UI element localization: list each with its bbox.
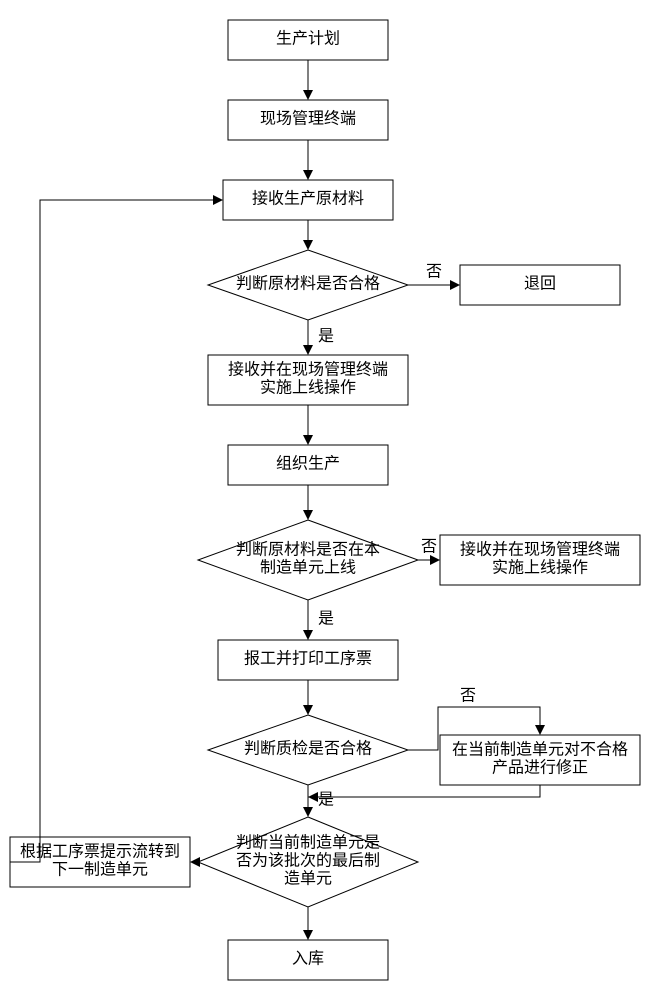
edge-label: 是	[318, 328, 334, 345]
n1-label-0: 生产计划	[276, 30, 340, 48]
arrowhead	[303, 510, 313, 520]
edge-label: 是	[318, 792, 334, 809]
d4-label-0: 判断当前制造单元是	[236, 834, 380, 852]
d2-label-0: 判断原材料是否在本	[236, 541, 380, 559]
d4-label-1: 否为该批次的最后制	[236, 852, 380, 870]
l1-label-1: 下一制造单元	[52, 861, 148, 879]
arrowhead	[303, 240, 313, 250]
arrowhead	[303, 705, 313, 715]
r3-label-0: 在当前制造单元对不合格	[452, 741, 628, 759]
n3-label-0: 接收生产原材料	[252, 190, 364, 208]
edge-l1-n3	[10, 200, 213, 862]
edge-label: 否	[460, 688, 476, 705]
arrowhead	[303, 170, 313, 180]
arrowhead	[303, 435, 313, 445]
n2-label-0: 现场管理终端	[260, 110, 356, 128]
arrowhead	[450, 280, 460, 290]
n4-label-0: 接收并在现场管理终端	[228, 361, 388, 379]
edge-r3-back	[308, 785, 540, 797]
d4-label-2: 造单元	[284, 870, 332, 888]
n7-label-0: 入库	[292, 950, 324, 968]
arrowhead	[308, 792, 318, 802]
arrowhead	[303, 807, 313, 817]
edge-label: 否	[426, 264, 442, 281]
r2-label-1: 实施上线操作	[492, 559, 588, 577]
r3-label-1: 产品进行修正	[492, 759, 588, 777]
arrowhead	[303, 90, 313, 100]
r1-label-0: 退回	[524, 275, 556, 293]
n5-label-0: 组织生产	[276, 455, 340, 473]
arrowhead	[303, 630, 313, 640]
edge-label: 否	[421, 539, 437, 556]
d2-label-1: 制造单元上线	[260, 559, 356, 577]
arrowhead	[430, 555, 440, 565]
arrowhead	[535, 725, 545, 735]
n4-label-1: 实施上线操作	[260, 379, 356, 397]
arrowhead	[213, 195, 223, 205]
r2-label-0: 接收并在现场管理终端	[460, 541, 620, 559]
d3-label-0: 判断质检是否合格	[244, 740, 372, 758]
arrowhead	[303, 930, 313, 940]
l1-label-0: 根据工序票提示流转到	[20, 843, 180, 861]
arrowhead	[190, 857, 200, 867]
edge-label: 是	[318, 611, 334, 628]
d1-label-0: 判断原材料是否合格	[236, 275, 380, 293]
n6-label-0: 报工并打印工序票	[244, 650, 372, 668]
arrowhead	[303, 345, 313, 355]
